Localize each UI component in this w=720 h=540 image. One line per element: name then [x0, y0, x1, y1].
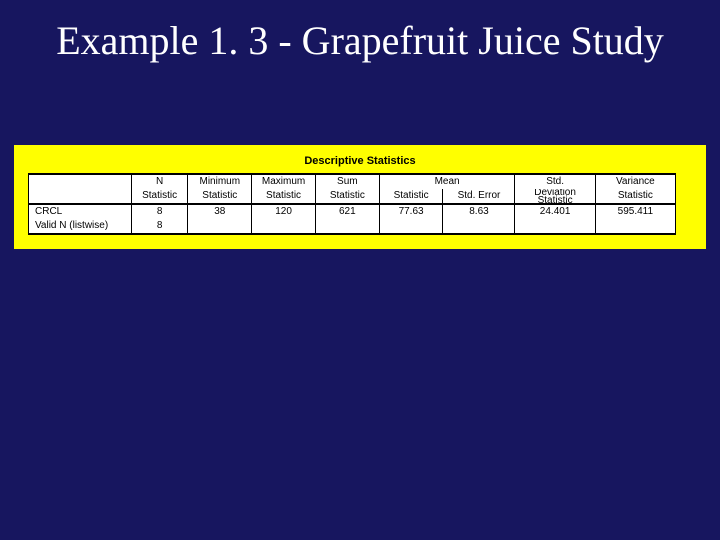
row1-std: 24.401 [515, 204, 595, 219]
hdr-var: Variance [595, 174, 675, 189]
hdr2-var: Statistic [595, 189, 675, 204]
header-row-1: N Minimum Maximum Sum Mean Std. Variance [29, 174, 676, 189]
hdr-sum: Sum [315, 174, 379, 189]
row1-sum: 621 [315, 204, 379, 219]
hdr-mean: Mean [379, 174, 515, 189]
row2-n: 8 [131, 219, 188, 234]
hdr-std: Std. [515, 174, 595, 189]
hdr2-std-sub: Statistic [515, 195, 594, 204]
page-title: Example 1. 3 - Grapefruit Juice Study [0, 0, 720, 64]
hdr-n: N [131, 174, 188, 189]
hdr2-std: Deviation Statistic [515, 189, 595, 204]
header-row-2: Statistic Statistic Statistic Statistic … [29, 189, 676, 204]
row2-meanA [379, 219, 443, 234]
hdr-min: Minimum [188, 174, 252, 189]
row2-min [188, 219, 252, 234]
row1-meanA: 77.63 [379, 204, 443, 219]
hdr-blank [29, 174, 132, 189]
row2-max [252, 219, 316, 234]
hdr2-sum: Statistic [315, 189, 379, 204]
row1-meanB: 8.63 [443, 204, 515, 219]
row1-var: 595.411 [595, 204, 675, 219]
row2-meanB [443, 219, 515, 234]
table-title: Descriptive Statistics [14, 155, 706, 167]
hdr2-meanB: Std. Error [443, 189, 515, 204]
hdr2-blank [29, 189, 132, 204]
row2-label: Valid N (listwise) [29, 219, 132, 234]
row1-min: 38 [188, 204, 252, 219]
descriptive-stats-table: N Minimum Maximum Sum Mean Std. Variance… [28, 173, 676, 235]
table-row: CRCL 8 38 120 621 77.63 8.63 24.401 595.… [29, 204, 676, 219]
table-row: Valid N (listwise) 8 [29, 219, 676, 234]
row1-max: 120 [252, 204, 316, 219]
row1-label: CRCL [29, 204, 132, 219]
slide: Example 1. 3 - Grapefruit Juice Study De… [0, 0, 720, 540]
stats-table-wrap: Descriptive Statistics N Minimum Maximum… [14, 145, 706, 249]
row1-n: 8 [131, 204, 188, 219]
hdr2-min: Statistic [188, 189, 252, 204]
row2-sum [315, 219, 379, 234]
hdr2-meanA: Statistic [379, 189, 443, 204]
hdr-max: Maximum [252, 174, 316, 189]
row2-std [515, 219, 595, 234]
hdr2-max: Statistic [252, 189, 316, 204]
row2-var [595, 219, 675, 234]
hdr2-n: Statistic [131, 189, 188, 204]
